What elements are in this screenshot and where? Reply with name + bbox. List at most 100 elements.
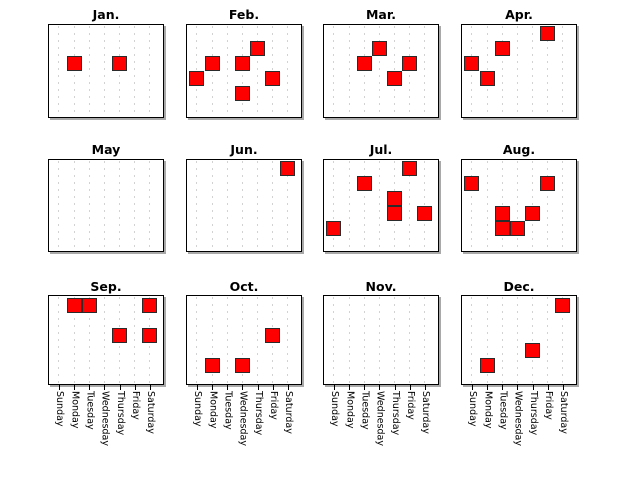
weekday-gridline [501,25,503,116]
month-panel-nov [323,295,439,385]
weekday-gridline [516,25,518,116]
weekday-gridline [58,160,60,250]
data-point-aug-tuesday [494,221,510,236]
x-axis-label-wednesday: Wednesday [99,391,111,447]
panel-title-jan: Jan. [92,7,120,22]
month-panel-aug [461,158,577,252]
x-axis-label-monday: Monday [69,391,81,429]
x-axis-label-tuesday: Tuesday [84,391,96,430]
month-panel-jul [323,158,439,252]
data-point-jul-sunday [326,221,342,236]
data-point-sep-saturday [142,327,158,343]
x-axis-tick [212,385,214,390]
weekday-gridline [532,25,534,116]
weekday-gridline [149,25,151,116]
x-axis-label-thursday: Thursday [389,391,401,436]
weekday-gridline [394,25,396,116]
panel-title-sep: Sep. [90,278,122,294]
weekday-gridline [241,297,243,383]
weekday-gridline [333,25,335,116]
panel-title-dec: Dec. [503,278,535,294]
panel-title-feb: Feb. [228,7,260,22]
data-point-oct-monday [204,357,220,373]
data-point-oct-friday [265,327,281,343]
weekday-gridline [348,297,350,383]
weekday-gridline [226,160,228,250]
month-panel-may [48,158,164,252]
x-axis-tick [272,385,274,390]
data-point-mar-wednesday [371,41,387,56]
weekday-gridline [287,25,289,116]
data-point-mar-friday [402,56,418,71]
x-axis-label-wednesday: Wednesday [374,391,386,447]
x-axis-tick [119,385,121,390]
weekday-gridline [333,160,335,250]
x-axis-tick [149,385,151,390]
weekday-gridline [547,297,549,383]
x-axis-label-tuesday: Tuesday [497,391,509,430]
data-point-mar-tuesday [356,56,372,71]
data-point-mar-thursday [387,71,403,86]
panel-title-oct: Oct. [229,278,259,294]
x-axis-label-thursday: Thursday [252,391,264,436]
weekday-gridline [257,25,259,116]
x-axis-tick [74,385,76,390]
data-point-feb-monday [204,56,220,71]
x-axis-tick [287,385,289,390]
weekday-gridline [471,297,473,383]
data-point-oct-wednesday [234,357,250,373]
weekday-gridline [409,297,411,383]
weekday-gridline [241,160,243,250]
x-axis-label-wednesday: Wednesday [237,391,249,447]
weekday-gridline [562,25,564,116]
month-panel-sep [48,295,164,385]
month-panel-jun [186,158,302,252]
weekday-gridline [196,160,198,250]
weekday-gridline [226,297,228,383]
x-axis-tick [409,385,411,390]
weekday-gridline [272,25,274,116]
weekday-gridline [119,160,121,250]
data-point-jan-thursday [112,56,128,71]
weekday-gridline [486,25,488,116]
weekday-gridline [196,25,198,116]
month-panel-apr [461,23,577,118]
weekday-gridline [363,297,365,383]
weekday-gridline [103,160,105,250]
x-axis-tick [394,385,396,390]
x-axis-label-sunday: Sunday [329,391,341,427]
data-point-aug-tuesday [494,206,510,221]
weekday-gridline [409,160,411,250]
data-point-apr-sunday [464,56,480,71]
x-axis-label-sunday: Sunday [192,391,204,427]
weekday-gridline [211,297,213,383]
weekday-gridline [562,297,564,383]
weekday-gridline [58,297,60,383]
x-axis-tick [227,385,229,390]
weekday-gridline [501,160,503,250]
weekday-gridline [363,160,365,250]
data-point-dec-thursday [525,342,541,358]
weekday-gridline [547,25,549,116]
x-axis-tick [379,385,381,390]
month-panel-mar [323,23,439,118]
x-axis-tick [547,385,549,390]
weekday-gridline [272,160,274,250]
data-point-apr-tuesday [494,41,510,56]
weekday-gridline [134,25,136,116]
x-axis-label-thursday: Thursday [114,391,126,436]
x-axis-tick [517,385,519,390]
data-point-apr-monday [479,71,495,86]
x-axis-tick [532,385,534,390]
data-point-dec-saturday [555,297,571,313]
weekday-gridline [88,160,90,250]
data-point-sep-saturday [142,297,158,313]
weekday-gridline [378,160,380,250]
month-panel-dec [461,295,577,385]
weekday-gridline [532,160,534,250]
weekday-gridline [257,297,259,383]
weekday-gridline [103,25,105,116]
weekday-gridline [73,297,75,383]
x-axis-tick [487,385,489,390]
weekday-gridline [73,160,75,250]
